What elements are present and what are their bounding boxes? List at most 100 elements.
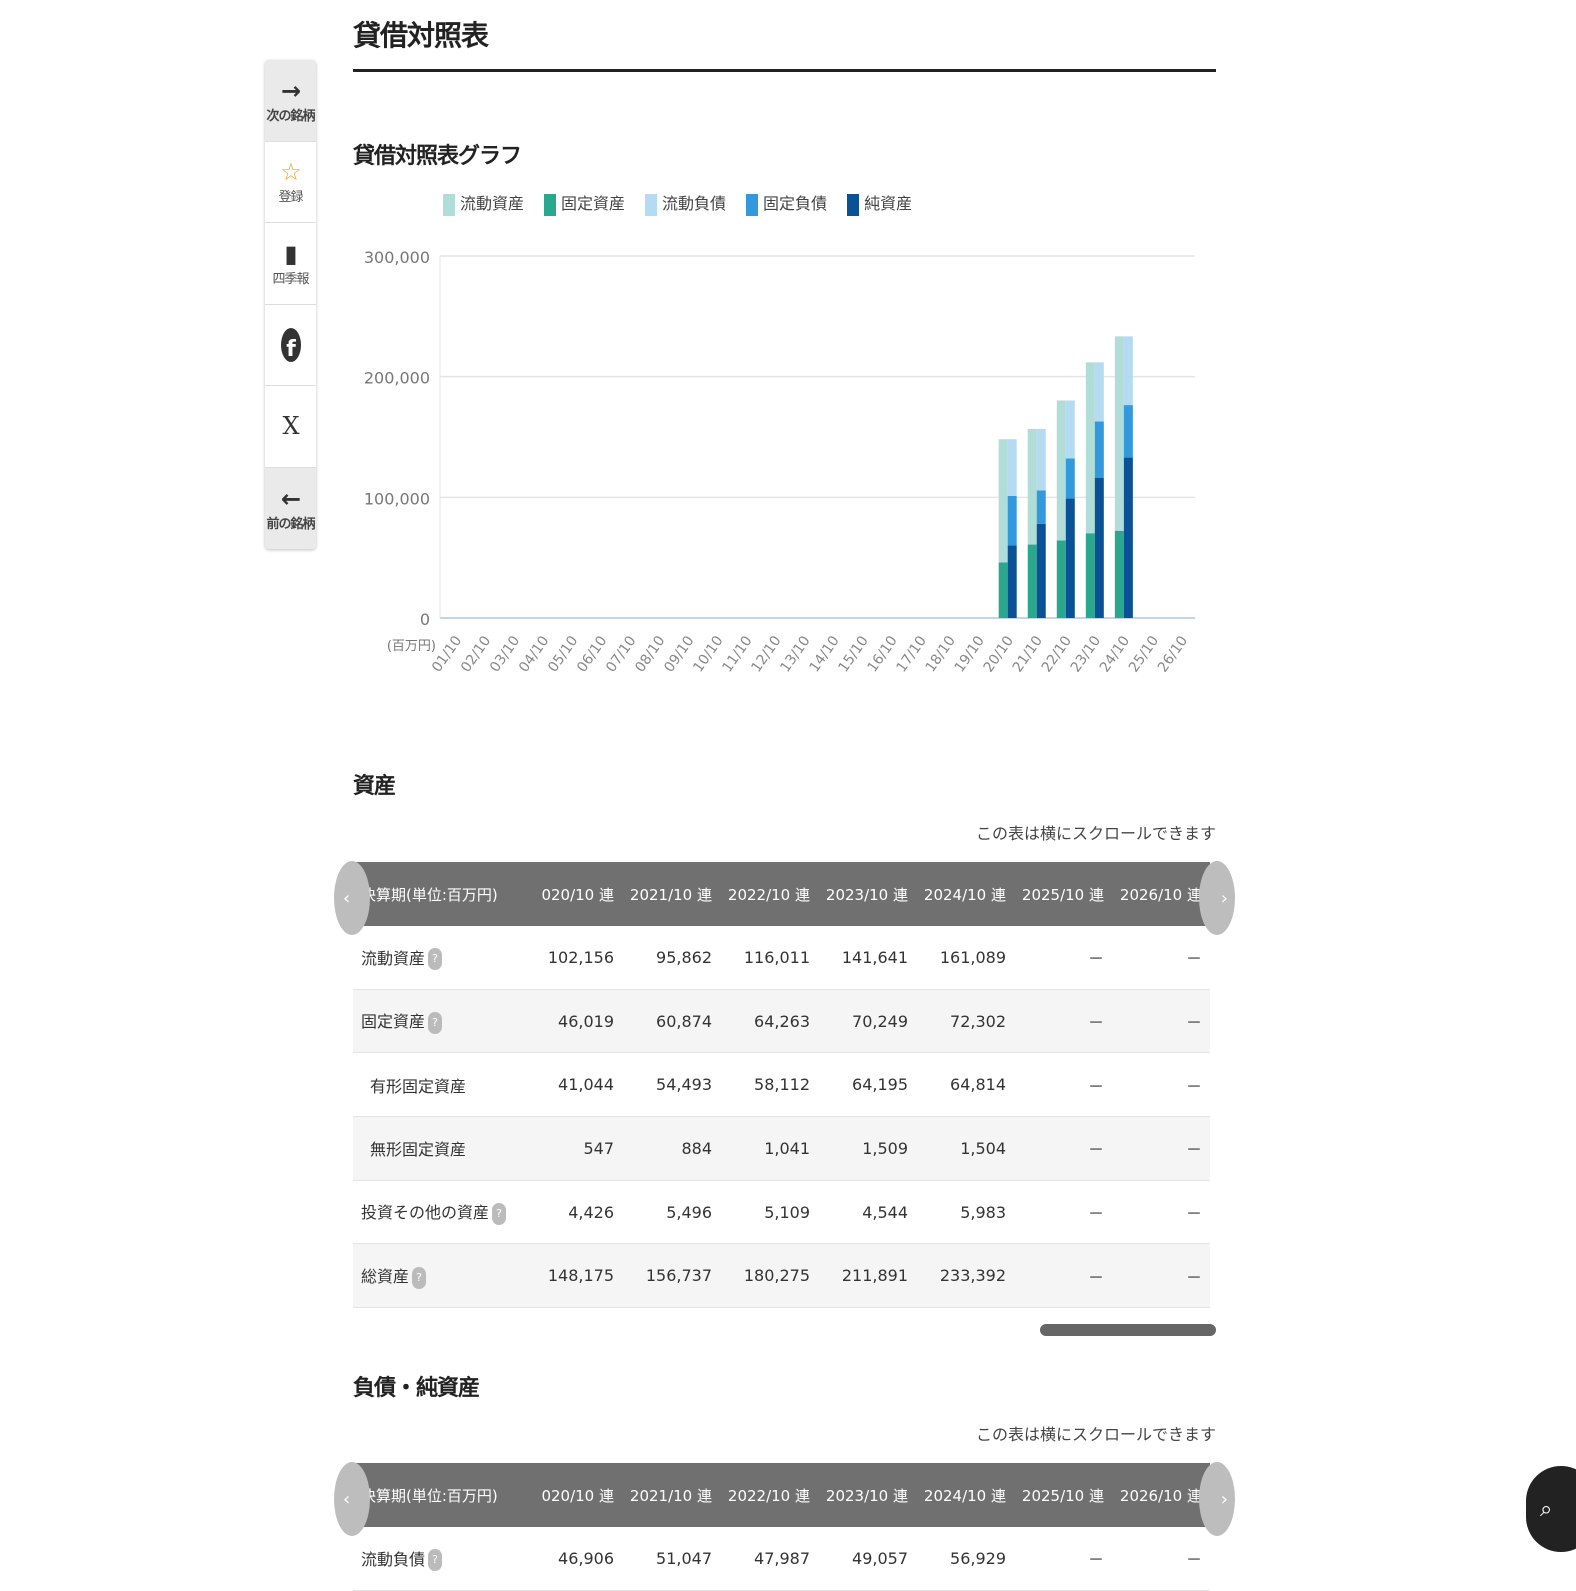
table-row: 流動資産? 102,156 95,862 116,011 141,641 161,089 －… — [353, 926, 1210, 990]
header-cell: 2023/10 連 — [825, 885, 908, 904]
value-cell: 47,987 — [754, 1548, 810, 1568]
legend-label: 固定資産 — [561, 194, 626, 213]
sidebar-label: 前の銘柄 — [266, 516, 315, 532]
help-icon[interactable]: ? — [428, 948, 443, 971]
x-share-button[interactable]: X — [265, 386, 316, 468]
value-cell: 1,504 — [960, 1138, 1006, 1158]
table-scrollbar[interactable] — [1040, 1324, 1216, 1336]
value-cell: － — [1087, 1267, 1104, 1287]
legend-item[interactable]: 純資産 — [847, 190, 912, 216]
book-icon: ▮ — [284, 239, 297, 268]
help-icon[interactable]: ? — [428, 1011, 443, 1034]
value-cell: － — [1185, 1550, 1202, 1570]
legend-item[interactable]: 固定資産 — [544, 190, 625, 216]
x-tick-label: 15/10 — [836, 633, 872, 675]
x-tick-label: 16/10 — [865, 633, 901, 675]
value-cell: 64,263 — [754, 1011, 810, 1031]
bar-assets-1 — [1027, 544, 1037, 618]
x-tick-label: 14/10 — [806, 633, 842, 675]
header-cell: 020/10 連 — [541, 1486, 614, 1505]
legend-item[interactable]: 流動資産 — [443, 190, 524, 216]
scroll-right-button[interactable]: › — [1199, 861, 1235, 935]
table-row: 投資その他の資産? 4,426 5,496 5,109 4,544 5,983 － － — [353, 1181, 1210, 1245]
scroll-right-button[interactable]: › — [1199, 1462, 1235, 1536]
facebook-share-button[interactable]: f — [265, 305, 316, 386]
search-button[interactable]: ⌕ — [1526, 1466, 1576, 1552]
table-header: 決算期(単位:百万円) 020/10 連 2021/10 連 2022/10 連 202… — [353, 862, 1210, 926]
value-cell: 64,814 — [950, 1075, 1006, 1095]
facebook-icon: f — [280, 327, 301, 362]
bar-liab-4 — [1007, 545, 1017, 618]
x-tick-label: 02/10 — [458, 633, 494, 675]
prev-stock-button[interactable]: ← 前の銘柄 — [265, 467, 316, 549]
x-tick-label: 20/10 — [981, 633, 1017, 675]
value-cell: 156,737 — [645, 1266, 712, 1286]
bar-liab-2 — [1123, 336, 1133, 406]
x-tick-label: 21/10 — [1010, 633, 1046, 675]
help-icon[interactable]: ? — [492, 1202, 507, 1225]
chevron-left-icon: ‹ — [343, 887, 351, 909]
value-cell: 64,195 — [852, 1075, 908, 1095]
scroll-left-button[interactable]: ‹ — [334, 1462, 370, 1536]
liabilities-title: 負債・純資産 — [353, 1376, 480, 1401]
value-cell: 547 — [583, 1138, 614, 1158]
x-tick-label: 10/10 — [690, 633, 726, 675]
value-cell: － — [1185, 1013, 1202, 1033]
bar-assets-0 — [1056, 400, 1066, 541]
value-cell: 116,011 — [743, 947, 810, 967]
shikiho-button[interactable]: ▮ 四季報 — [265, 223, 316, 305]
row-label-text: 有形固定資産 — [370, 1076, 467, 1096]
header-cell: 2022/10 連 — [727, 1486, 810, 1505]
x-tick-label: 25/10 — [1126, 633, 1162, 675]
table-row: 固定資産? 46,019 60,874 64,263 70,249 72,302 － － — [353, 989, 1210, 1054]
row-label: 流動負債? — [353, 1546, 524, 1572]
value-cell: － — [1185, 1267, 1202, 1287]
legend-item[interactable]: 流動負債 — [645, 190, 726, 216]
value-cell: 233,392 — [939, 1266, 1006, 1286]
value-cell: 4,426 — [568, 1202, 614, 1222]
bar-liab-4 — [1123, 457, 1133, 618]
table-row: 総資産? 148,175 156,737 180,275 211,891 233,392 －… — [353, 1244, 1210, 1309]
value-cell: 72,302 — [950, 1011, 1006, 1031]
legend-swatch — [645, 193, 658, 216]
value-cell: 884 — [681, 1138, 712, 1158]
assets-table: 決算期(単位:百万円) 020/10 連 2021/10 連 2022/10 連 202… — [353, 862, 1210, 1309]
value-cell: 41,044 — [558, 1075, 614, 1095]
bar-liab-2 — [1094, 362, 1104, 422]
bar-liab-3 — [1094, 421, 1104, 478]
legend-swatch — [746, 193, 759, 216]
header-cell: 決算期(単位:百万円) — [361, 885, 498, 904]
title-divider — [353, 69, 1216, 72]
x-tick-label: 13/10 — [777, 633, 813, 675]
y-tick-label: 200,000 — [364, 369, 430, 388]
scroll-left-button[interactable]: ‹ — [334, 861, 370, 935]
help-icon[interactable]: ? — [428, 1549, 443, 1572]
bar-liab-3 — [1036, 490, 1046, 524]
header-cell: 2024/10 連 — [923, 1486, 1006, 1505]
table-row: 無形固定資産 547 884 1,041 1,509 1,504 － － — [353, 1117, 1210, 1181]
x-tick-label: 12/10 — [748, 633, 784, 675]
x-tick-label: 04/10 — [516, 633, 552, 675]
bar-liab-4 — [1094, 477, 1104, 618]
header-cell: 2024/10 連 — [923, 885, 1006, 904]
next-stock-button[interactable]: → 次の銘柄 — [265, 60, 316, 142]
value-cell: 51,047 — [656, 1548, 712, 1568]
sidebar: → 次の銘柄 ☆ 登録 ▮ 四季報 f X ← 前の銘柄 — [265, 60, 316, 549]
help-icon[interactable]: ? — [412, 1266, 427, 1289]
y-tick-label: 300,000 — [364, 248, 430, 267]
value-cell: 60,874 — [656, 1011, 712, 1031]
row-label-text: 流動資産 — [361, 948, 426, 968]
header-cell: 2025/10 連 — [1021, 885, 1104, 904]
y-tick-label: 0 — [420, 610, 430, 629]
x-tick-label: 03/10 — [487, 633, 523, 675]
legend-item[interactable]: 固定負債 — [746, 190, 827, 216]
row-label-text: 無形固定資産 — [370, 1140, 467, 1160]
row-label: 総資産? — [353, 1263, 524, 1289]
bar-liab-2 — [1036, 428, 1046, 491]
x-tick-label: 17/10 — [894, 633, 930, 675]
value-cell: 46,906 — [558, 1548, 614, 1568]
register-button[interactable]: ☆ 登録 — [265, 142, 316, 223]
value-cell: 56,929 — [950, 1548, 1006, 1568]
chart-title: 貸借対照表グラフ — [353, 144, 522, 169]
chevron-right-icon: › — [1220, 887, 1228, 909]
